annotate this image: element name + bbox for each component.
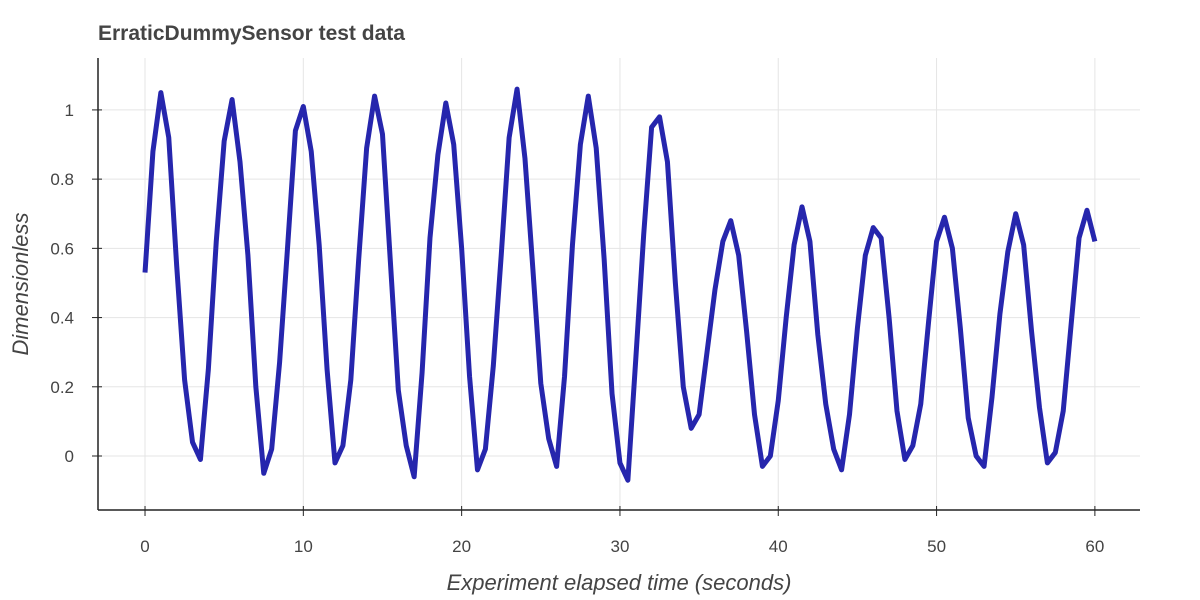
x-tick-label: 30 bbox=[610, 537, 629, 556]
x-tick-label: 60 bbox=[1085, 537, 1104, 556]
x-tick-label: 50 bbox=[927, 537, 946, 556]
x-tick-label: 10 bbox=[294, 537, 313, 556]
y-axis-label: Dimensionless bbox=[8, 212, 33, 355]
data-line bbox=[142, 86, 1098, 483]
x-tick-label: 40 bbox=[769, 537, 788, 556]
y-tick-label: 0.6 bbox=[50, 239, 74, 258]
y-tick-label: 0.4 bbox=[50, 309, 74, 328]
chart-title: ErraticDummySensor test data bbox=[98, 22, 405, 45]
y-tick-label: 0.8 bbox=[50, 170, 74, 189]
y-tick-label: 1 bbox=[65, 101, 74, 120]
y-tick-label: 0.2 bbox=[50, 378, 74, 397]
x-tick-label: 0 bbox=[140, 537, 149, 556]
x-tick-label: 20 bbox=[452, 537, 471, 556]
y-tick-label: 0 bbox=[65, 447, 74, 466]
x-axis-label: Experiment elapsed time (seconds) bbox=[447, 570, 792, 595]
